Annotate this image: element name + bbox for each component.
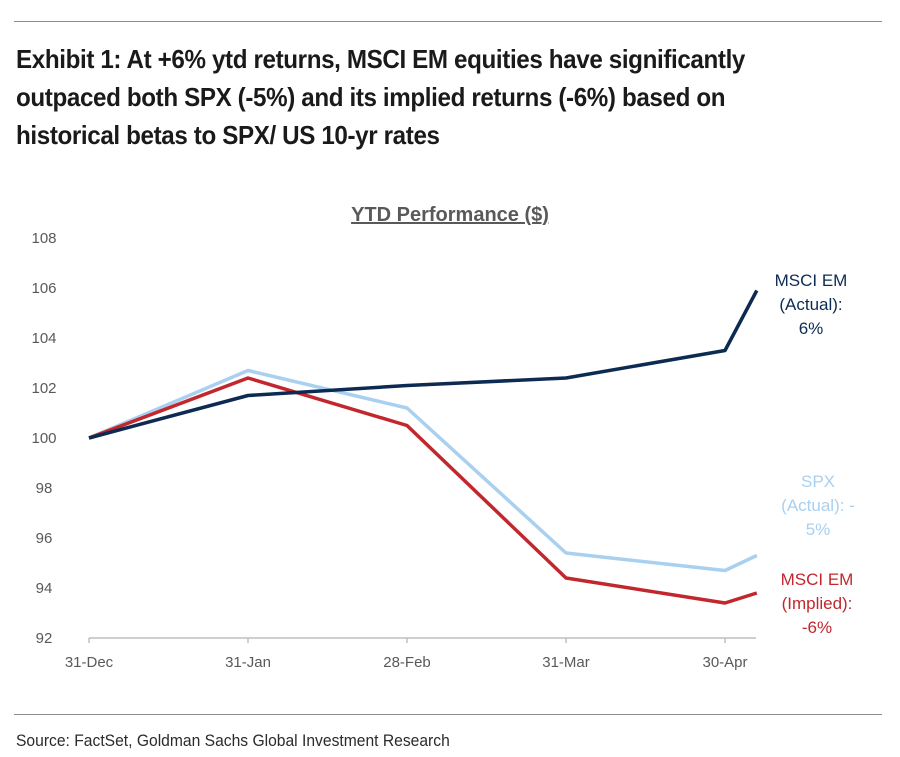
series-label-msci-em-implied: MSCI EM (Implied): -6% — [781, 570, 854, 637]
x-tick-label: 31-Dec — [65, 654, 114, 671]
series-line-msci-em-actual — [88, 289, 759, 440]
y-tick-label: 108 — [31, 230, 56, 247]
y-tick-label: 106 — [31, 280, 56, 297]
series-label-line: 6% — [799, 319, 824, 338]
y-tick-label: 94 — [36, 580, 53, 597]
bottom-rule — [14, 714, 882, 715]
series-label-line: MSCI EM — [781, 570, 854, 589]
series-label-line: (Actual): - — [781, 496, 855, 515]
series-label-msci-em-actual: MSCI EM (Actual): 6% — [775, 271, 848, 338]
top-rule — [14, 21, 882, 22]
y-tick-label: 98 — [36, 480, 53, 497]
x-tick-label: 30-Apr — [702, 654, 747, 671]
series-line-spx-actual — [88, 368, 758, 573]
chart-title: YTD Performance ($) — [351, 204, 549, 226]
y-tick-label: 96 — [36, 530, 53, 547]
y-tick-label: 102 — [31, 380, 56, 397]
x-tick-label: 31-Mar — [542, 654, 590, 671]
series-label-line: (Actual): — [779, 295, 842, 314]
x-tick-label: 31-Jan — [225, 654, 271, 671]
series-label-spx-actual: SPX (Actual): - 5% — [781, 472, 855, 539]
x-tick-label: 28-Feb — [383, 654, 431, 671]
series-label-line: (Implied): — [782, 594, 853, 613]
source-note: Source: FactSet, Goldman Sachs Global In… — [16, 731, 450, 750]
series-label-line: 5% — [806, 520, 831, 539]
series-label-line: -6% — [802, 618, 832, 637]
exhibit-title: Exhibit 1: At +6% ytd returns, MSCI EM e… — [16, 44, 746, 150]
y-tick-label: 100 — [31, 430, 56, 447]
series-label-line: SPX — [801, 472, 835, 491]
y-tick-label: 92 — [36, 630, 53, 647]
y-tick-label: 104 — [31, 330, 56, 347]
series-line-msci-em-implied — [88, 376, 758, 605]
series-label-line: MSCI EM — [775, 271, 848, 290]
